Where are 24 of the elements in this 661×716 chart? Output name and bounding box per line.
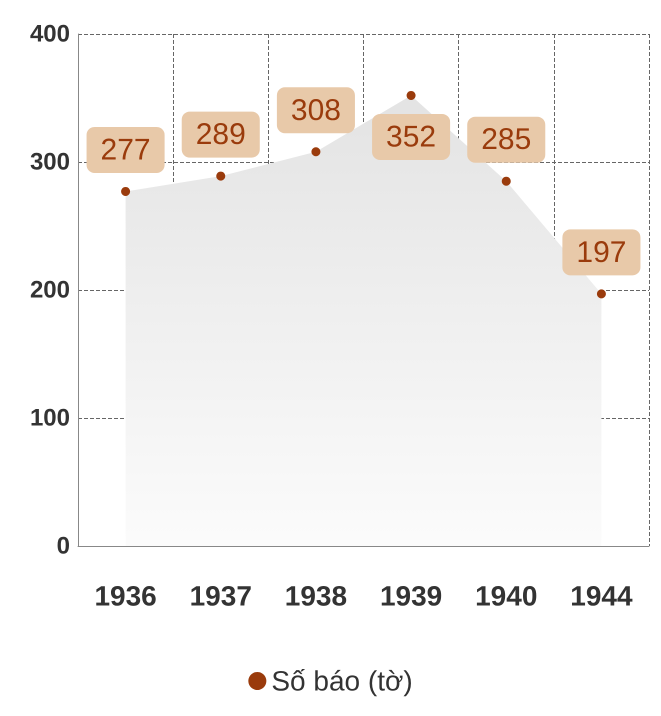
data-label: 197 — [576, 236, 626, 269]
data-label: 352 — [386, 120, 436, 154]
y-tick-label: 100 — [30, 404, 70, 432]
x-tick-label: 1939 — [380, 580, 442, 612]
y-tick-label: 400 — [30, 20, 70, 48]
x-tick-label: 1938 — [284, 580, 348, 612]
y-tick-label: 200 — [30, 276, 70, 304]
y-tick-label: 0 — [56, 532, 70, 560]
y-tick-label: 300 — [30, 148, 70, 176]
point — [216, 172, 226, 181]
point — [311, 147, 320, 156]
point — [502, 176, 511, 186]
legend-label: Số báo (tờ) — [271, 666, 413, 696]
data-label: 308 — [290, 94, 341, 127]
x-tick-label: 1944 — [570, 580, 633, 612]
data-label: 277 — [100, 133, 151, 166]
x-tick-label: 1940 — [475, 580, 538, 612]
point — [406, 90, 416, 100]
data-label: 285 — [481, 123, 532, 156]
x-tick-label: 1936 — [94, 580, 157, 612]
point — [596, 289, 606, 298]
point — [121, 186, 130, 196]
x-tick-label: 1937 — [190, 580, 252, 612]
data-label: 289 — [196, 118, 246, 152]
